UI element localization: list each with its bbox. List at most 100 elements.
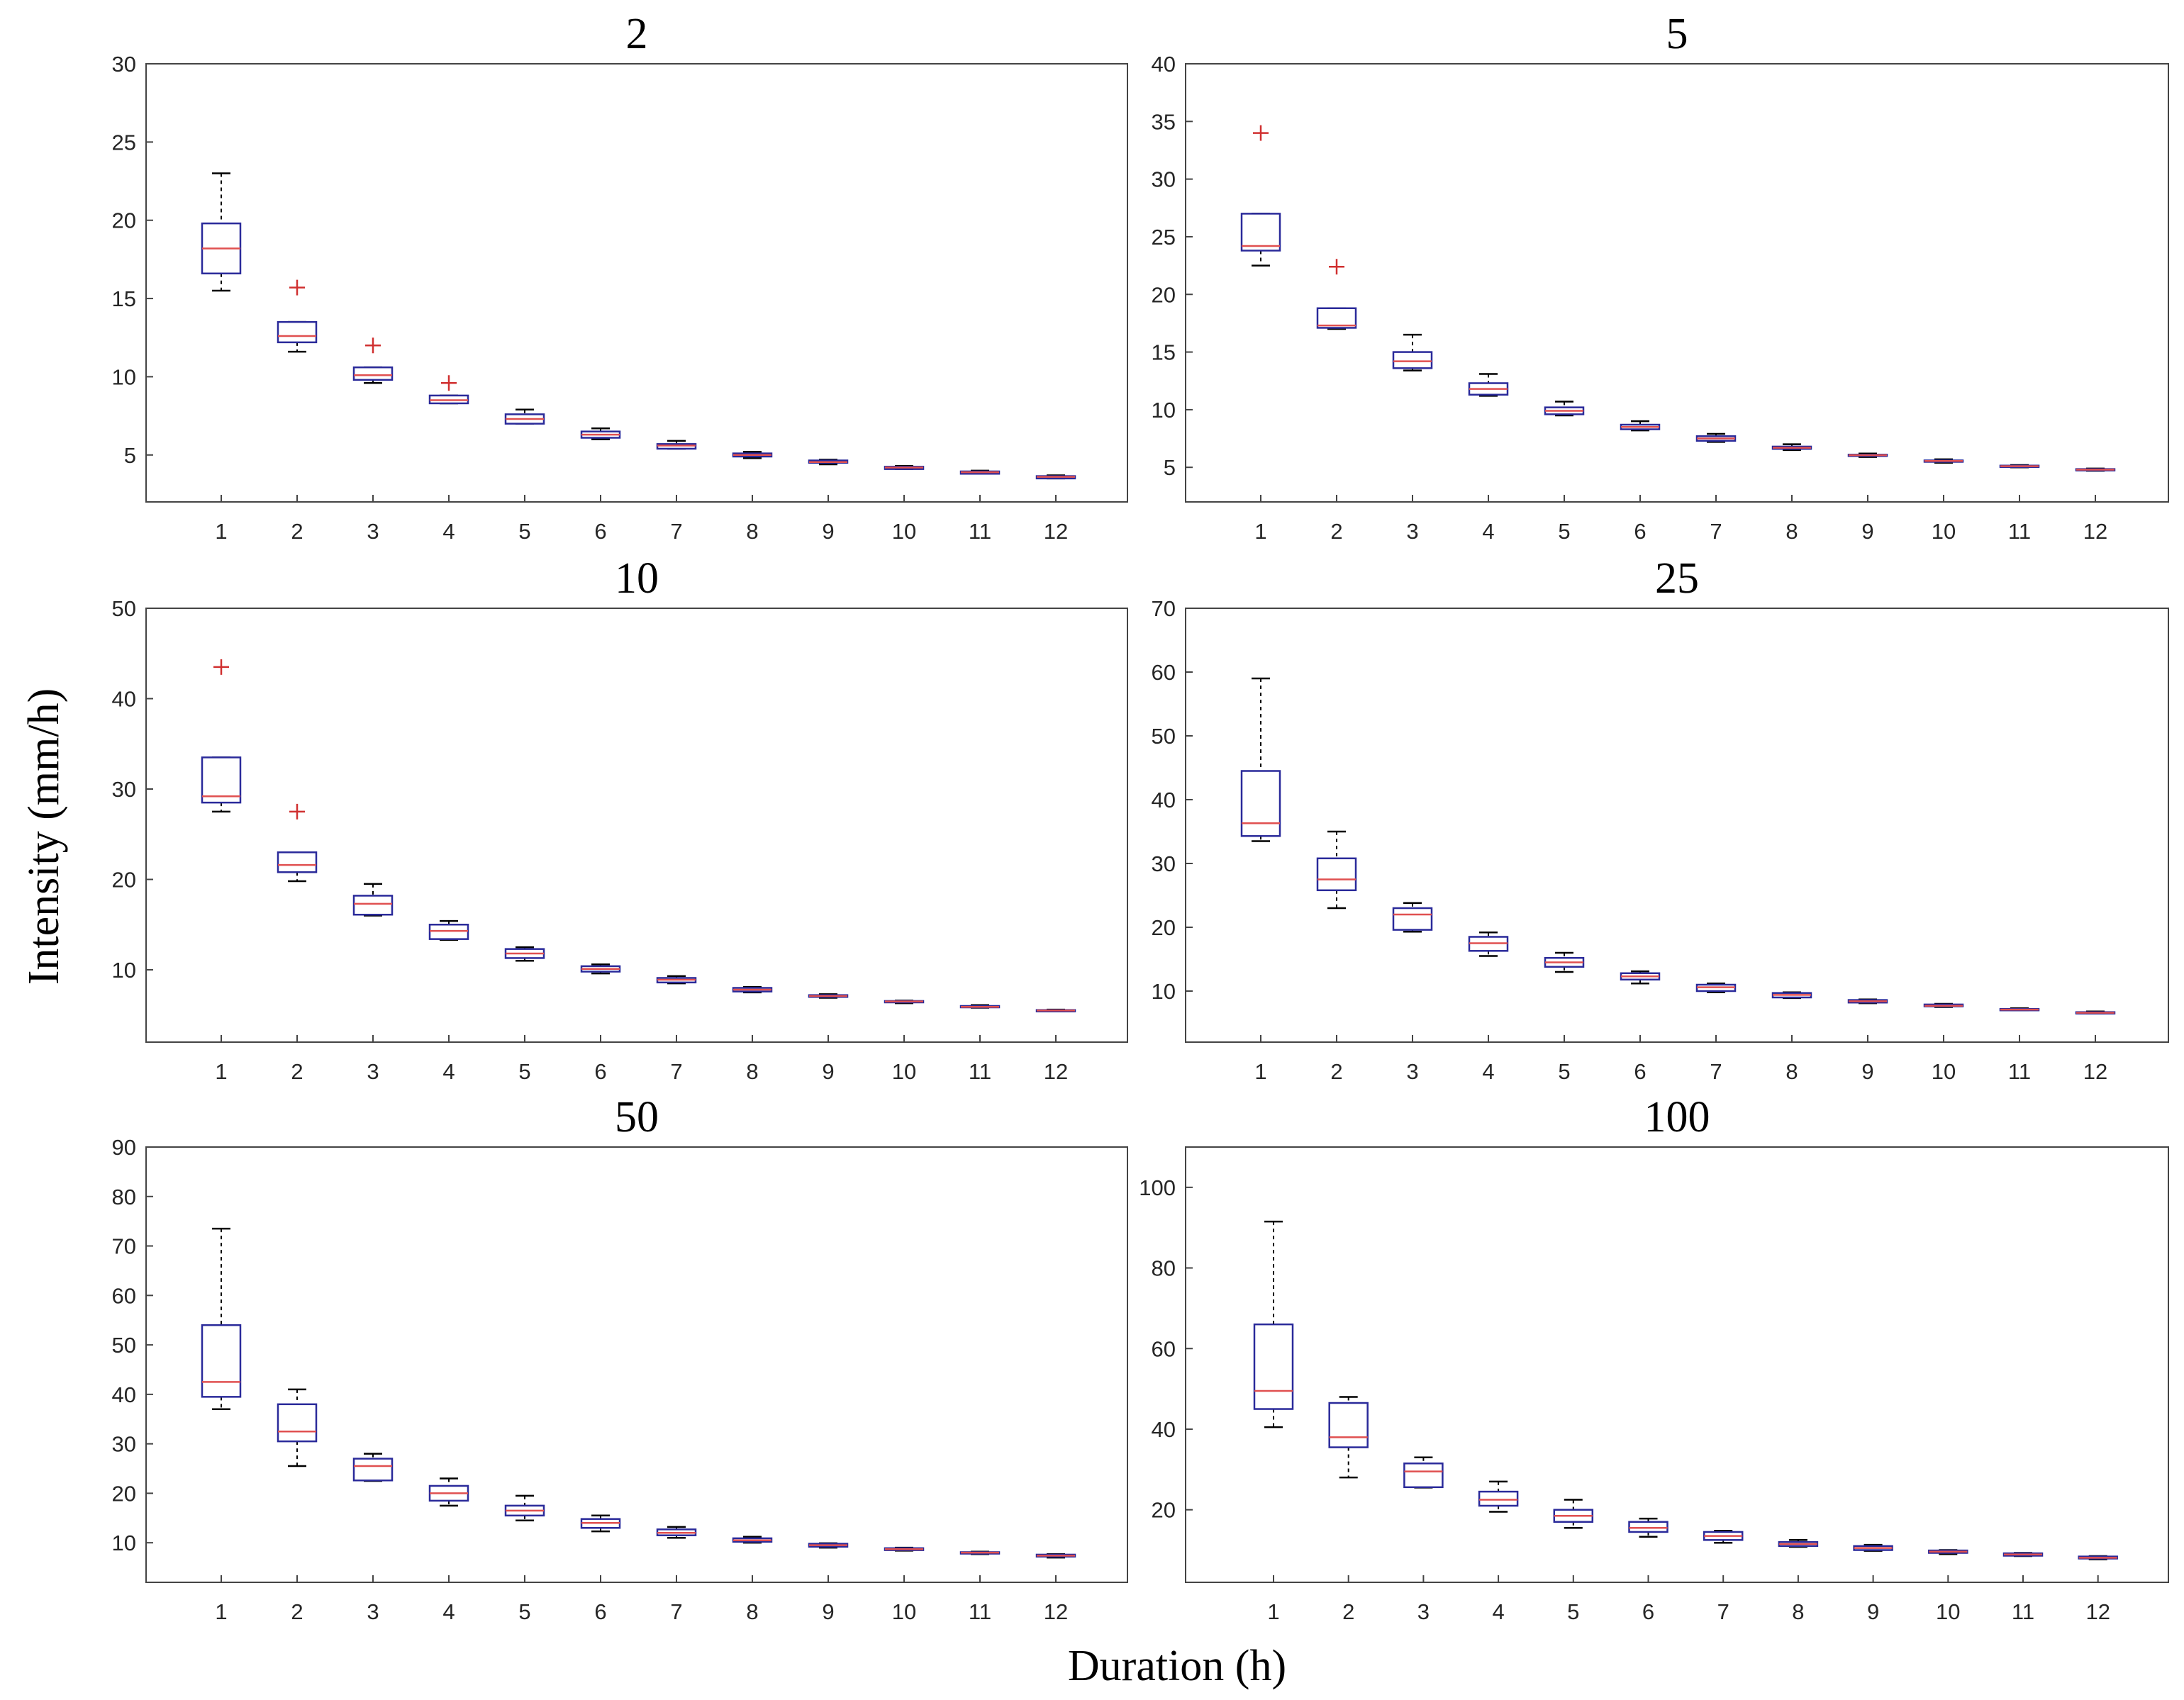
x-tick-label: 1 (215, 1059, 227, 1084)
y-tick-label: 20 (112, 868, 136, 893)
panel-title: 5 (1666, 10, 1688, 58)
x-tick-label: 9 (1867, 1599, 1879, 1624)
box-2 (277, 279, 318, 353)
x-tick-label: 11 (969, 1599, 991, 1624)
x-tick-label: 3 (367, 1599, 379, 1624)
iqr-box (1392, 907, 1433, 931)
x-tick-label: 8 (1785, 519, 1798, 544)
box-3 (1403, 1456, 1444, 1489)
box-5 (1544, 401, 1585, 417)
box-11 (959, 1550, 1001, 1555)
y-tick-label: 35 (1152, 109, 1176, 134)
x-tick-label: 7 (670, 519, 682, 544)
x-tick-label: 3 (367, 1059, 379, 1084)
y-tick-label: 40 (112, 687, 136, 712)
box-2 (277, 803, 318, 883)
box-6 (1620, 420, 1661, 432)
iqr-box (277, 851, 318, 873)
box-7 (1703, 1529, 1744, 1544)
y-tick-label: 20 (1152, 1498, 1176, 1523)
box-9 (1847, 998, 1888, 1005)
iqr-box (1316, 307, 1357, 329)
x-tick-label: 10 (892, 1599, 916, 1624)
x-tick-label: 6 (1642, 1599, 1654, 1624)
box-11 (959, 469, 1001, 475)
y-axis-label: Intensity (mm/h) (20, 688, 68, 985)
box-8 (732, 1536, 773, 1544)
x-axis-label: Duration (h) (1068, 1642, 1286, 1690)
box-2 (277, 1388, 318, 1467)
y-tick-label: 50 (112, 596, 136, 621)
iqr-box (352, 895, 394, 916)
box-4 (428, 375, 469, 405)
x-tick-label: 4 (1482, 1059, 1494, 1084)
box-1 (201, 1227, 242, 1411)
box-4 (1468, 373, 1509, 397)
x-tick-label: 7 (1710, 519, 1722, 544)
x-tick-label: 10 (1932, 519, 1956, 544)
panel-title: 25 (1655, 554, 1699, 603)
outlier-marker (365, 337, 381, 354)
x-tick-label: 2 (291, 519, 303, 544)
x-tick-label: 12 (1044, 1059, 1068, 1084)
y-tick-label: 10 (112, 1531, 136, 1555)
box-10 (1928, 1549, 1968, 1555)
box-12 (1035, 1553, 1076, 1559)
panel-title: 50 (615, 1093, 659, 1141)
box-9 (1847, 452, 1888, 458)
x-tick-label: 11 (2008, 519, 2031, 544)
x-tick-label: 12 (1044, 519, 1068, 544)
iqr-box (1240, 213, 1281, 252)
x-tick-label: 6 (594, 1059, 606, 1084)
y-tick-label: 60 (1152, 660, 1176, 685)
x-tick-label: 4 (442, 519, 455, 544)
y-tick-label: 60 (112, 1283, 136, 1308)
box-4 (1478, 1480, 1519, 1513)
outlier-marker (441, 375, 457, 391)
x-tick-label: 9 (1861, 1059, 1873, 1084)
x-tick-label: 3 (1417, 1599, 1430, 1624)
box-7 (1695, 982, 1737, 994)
y-tick-label: 10 (112, 958, 136, 983)
box-6 (580, 427, 621, 440)
box-4 (428, 1477, 469, 1507)
x-tick-label: 7 (1717, 1599, 1729, 1624)
axes-frame (1185, 608, 2169, 1043)
outlier-marker (289, 803, 305, 820)
x-tick-label: 9 (1861, 519, 1873, 544)
y-tick-label: 5 (1164, 455, 1176, 480)
panel-title: 100 (1644, 1093, 1710, 1141)
x-tick-label: 1 (215, 1599, 227, 1624)
x-tick-label: 5 (518, 1599, 530, 1624)
y-tick-label: 5 (124, 443, 136, 468)
box-5 (504, 946, 545, 962)
y-tick-label: 30 (112, 777, 136, 802)
iqr-box (1403, 1463, 1444, 1489)
iqr-box (352, 366, 394, 381)
x-tick-label: 2 (1330, 519, 1342, 544)
x-tick-label: 5 (518, 1059, 530, 1084)
y-tick-label: 20 (1152, 915, 1176, 940)
x-tick-label: 1 (215, 519, 227, 544)
box-9 (808, 459, 849, 466)
box-3 (1392, 902, 1433, 933)
axes-frame (145, 63, 1128, 503)
y-tick-label: 15 (1152, 340, 1176, 365)
y-tick-label: 70 (112, 1234, 136, 1259)
box-6 (1620, 970, 1661, 985)
y-tick-label: 20 (1152, 282, 1176, 307)
x-tick-label: 4 (1492, 1599, 1504, 1624)
box-10 (884, 1546, 925, 1552)
x-tick-label: 5 (1558, 519, 1570, 544)
x-tick-label: 11 (969, 1059, 991, 1084)
x-tick-label: 6 (594, 519, 606, 544)
y-tick-label: 40 (1152, 788, 1176, 812)
box-3 (352, 1453, 394, 1482)
x-tick-label: 7 (670, 1599, 682, 1624)
box-9 (808, 993, 849, 999)
outlier-marker (213, 659, 229, 675)
